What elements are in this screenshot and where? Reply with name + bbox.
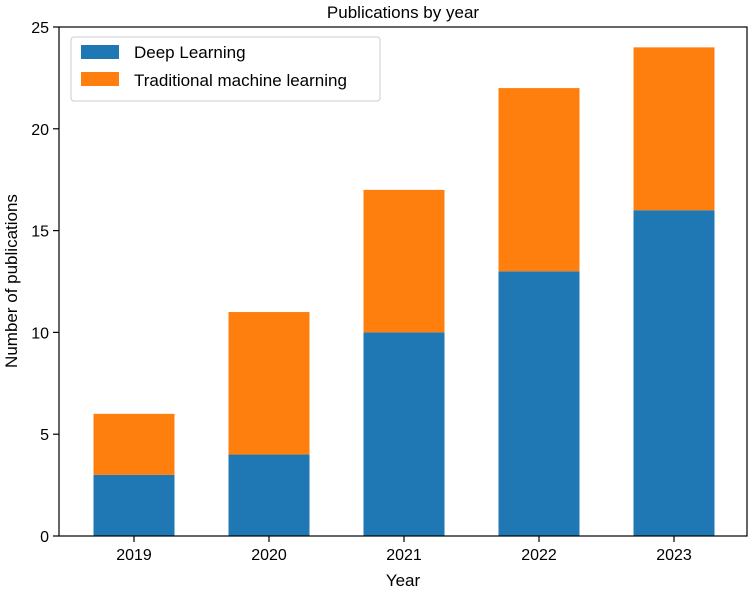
legend: Deep Learning Traditional machine learni… (70, 36, 381, 102)
x-tick-label: 2023 (656, 547, 692, 564)
x-tick-label: 2020 (251, 547, 287, 564)
y-axis-ticks: 0 5 10 15 20 25 (31, 20, 59, 546)
bar-traditional-ml-2023 (633, 47, 715, 211)
x-axis-title: Year (386, 571, 421, 590)
plot-frame (58, 26, 748, 537)
x-tick-label: 2021 (386, 547, 422, 564)
legend-swatch-traditional-ml (81, 72, 119, 86)
legend-swatch-deep-learning (81, 45, 119, 59)
y-tick-label: 5 (40, 427, 49, 444)
bar-traditional-ml-2020 (228, 312, 310, 455)
bar-deep-learning-2019 (93, 474, 175, 536)
y-axis-title: Number of publications (2, 194, 21, 368)
bar-deep-learning-2020 (228, 454, 310, 536)
bar-traditional-ml-2019 (93, 413, 175, 475)
legend-label-deep-learning: Deep Learning (134, 43, 246, 62)
y-tick-label: 25 (31, 20, 49, 37)
legend-box (70, 36, 381, 102)
x-axis-ticks: 2019 2020 2021 2022 2023 (116, 536, 692, 564)
bar-deep-learning-2022 (498, 271, 580, 536)
bar-deep-learning-2023 (633, 210, 715, 537)
chart-title: Publications by year (327, 3, 479, 22)
bar-traditional-ml-2021 (363, 189, 445, 333)
bar-deep-learning-2021 (363, 332, 445, 536)
legend-label-traditional-ml: Traditional machine learning (134, 71, 347, 90)
bars-group (93, 47, 715, 537)
y-tick-label: 10 (31, 325, 49, 342)
y-tick-label: 0 (40, 529, 49, 546)
x-tick-label: 2022 (521, 547, 557, 564)
bar-traditional-ml-2022 (498, 88, 580, 272)
x-tick-label: 2019 (116, 547, 152, 564)
y-tick-label: 15 (31, 224, 49, 241)
y-tick-label: 20 (31, 122, 49, 139)
